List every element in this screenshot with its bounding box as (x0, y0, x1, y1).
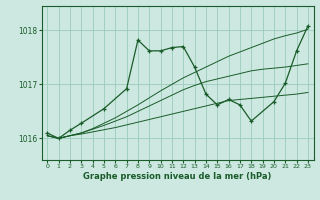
X-axis label: Graphe pression niveau de la mer (hPa): Graphe pression niveau de la mer (hPa) (84, 172, 272, 181)
